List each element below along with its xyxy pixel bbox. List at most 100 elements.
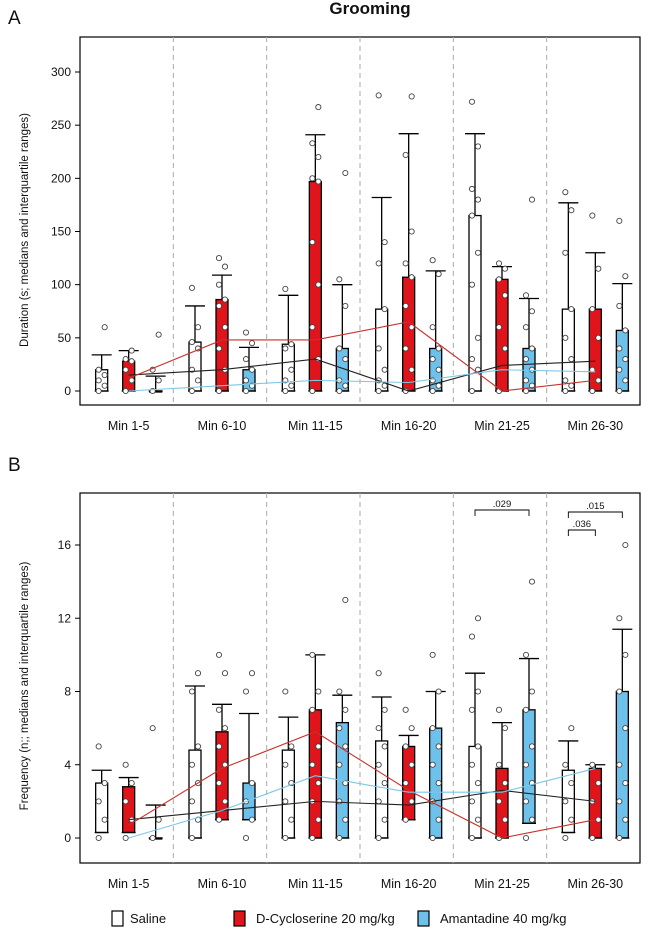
data-point-saline	[282, 761, 289, 768]
data-point-dcs	[128, 347, 135, 354]
x-tick-label: Min 16-20	[381, 419, 437, 433]
data-point-saline	[468, 761, 476, 768]
y-tick-label: 50	[58, 331, 72, 345]
data-point-saline	[381, 366, 388, 373]
y-tick-label: 16	[58, 538, 72, 552]
data-point-saline	[282, 834, 289, 842]
data-point-aman	[336, 387, 343, 395]
data-point-aman	[336, 798, 343, 805]
data-point-aman	[248, 780, 256, 787]
data-point-aman	[429, 761, 436, 768]
data-point-saline	[375, 387, 382, 395]
data-point-aman	[242, 834, 250, 842]
median-line-saline	[128, 789, 596, 821]
data-point-dcs	[215, 651, 223, 658]
data-point-aman	[429, 834, 436, 842]
data-point-saline	[101, 382, 108, 389]
data-point-saline	[101, 816, 108, 823]
y-tick-label: 200	[51, 171, 71, 185]
legend-label-saline: Saline	[130, 911, 166, 926]
data-point-aman	[522, 356, 530, 363]
data-point-saline	[562, 334, 569, 341]
data-point-aman	[248, 816, 256, 823]
median-line-dcs	[128, 731, 596, 839]
data-point-aman	[616, 387, 623, 395]
data-point-dcs	[495, 798, 503, 805]
data-point-saline	[194, 743, 202, 750]
data-point-saline	[288, 366, 295, 373]
data-point-saline	[194, 670, 202, 677]
data-point-saline	[468, 185, 476, 193]
data-point-aman	[435, 270, 442, 278]
data-point-aman	[342, 596, 349, 603]
y-tick-label: 100	[51, 278, 71, 292]
data-point-aman	[622, 356, 629, 363]
data-point-dcs	[309, 706, 316, 713]
x-tick-label: Min 16-20	[381, 877, 437, 891]
data-point-aman	[336, 688, 343, 695]
data-point-saline	[194, 324, 202, 331]
data-point-saline	[381, 743, 388, 750]
data-point-saline	[288, 382, 295, 389]
significance-label: .036	[573, 519, 592, 530]
data-point-dcs	[402, 816, 409, 823]
data-point-aman	[435, 688, 442, 695]
data-point-dcs	[315, 688, 322, 695]
data-point-dcs	[215, 816, 223, 823]
x-tick-label: Min 26-30	[568, 419, 624, 433]
x-tick-label: Min 1-5	[108, 877, 150, 891]
data-point-dcs	[122, 798, 129, 805]
data-point-aman	[528, 366, 536, 373]
data-point-aman	[522, 706, 530, 713]
data-point-aman	[429, 651, 436, 658]
data-point-dcs	[309, 140, 316, 147]
data-point-saline	[95, 743, 102, 750]
data-point-dcs	[595, 265, 602, 272]
panel-a-duration-chart: 0 50 100 150 200 250 300 Duration (s; medians a…	[19, 36, 641, 433]
data-point-dcs	[495, 324, 503, 331]
data-point-saline	[468, 212, 476, 219]
data-point-saline	[562, 377, 569, 384]
data-point-saline	[95, 798, 102, 805]
data-point-dcs	[402, 302, 409, 309]
data-point-aman	[342, 816, 349, 823]
data-point-aman	[528, 743, 536, 750]
x-tick-label: Min 26-30	[568, 877, 624, 891]
data-point-aman	[528, 308, 536, 315]
data-point-aman	[435, 366, 442, 373]
data-point-dcs	[408, 274, 415, 281]
panel-label-b: B	[8, 455, 21, 476]
data-point-saline	[468, 706, 476, 713]
data-point-saline	[474, 688, 482, 695]
data-point-saline	[562, 834, 569, 842]
y-tick-label: 12	[58, 611, 72, 625]
data-point-dcs	[215, 281, 223, 288]
legend: Saline D-Cycloserine 20 mg/kg Amantadine…	[111, 910, 566, 927]
data-point-saline	[101, 371, 108, 379]
data-point-dcs	[495, 761, 503, 768]
data-point-aman	[242, 688, 250, 695]
data-point-dcs	[309, 761, 316, 768]
data-point-dcs	[215, 743, 223, 750]
data-point-saline	[474, 143, 482, 150]
data-point-saline	[188, 688, 196, 695]
data-point-dcs	[589, 387, 596, 395]
data-point-dcs	[309, 175, 316, 182]
data-point-aman	[616, 761, 623, 768]
y-tick-label: 250	[51, 118, 71, 132]
data-point-saline	[282, 345, 289, 352]
data-point-saline	[282, 798, 289, 805]
data-point-saline	[474, 615, 482, 622]
data-point-saline	[468, 633, 476, 640]
data-point-dcs	[309, 834, 316, 842]
data-point-dcs	[221, 798, 229, 805]
data-point-dcs	[402, 151, 409, 158]
y-tick-label: 4	[64, 758, 71, 772]
data-point-dcs	[315, 780, 322, 787]
data-point-dcs	[402, 260, 409, 267]
data-point-aman	[435, 780, 442, 787]
data-point-dcs	[595, 780, 602, 787]
data-point-aman	[622, 377, 629, 384]
data-point-dcs	[501, 265, 509, 272]
data-point-dcs	[315, 816, 322, 823]
